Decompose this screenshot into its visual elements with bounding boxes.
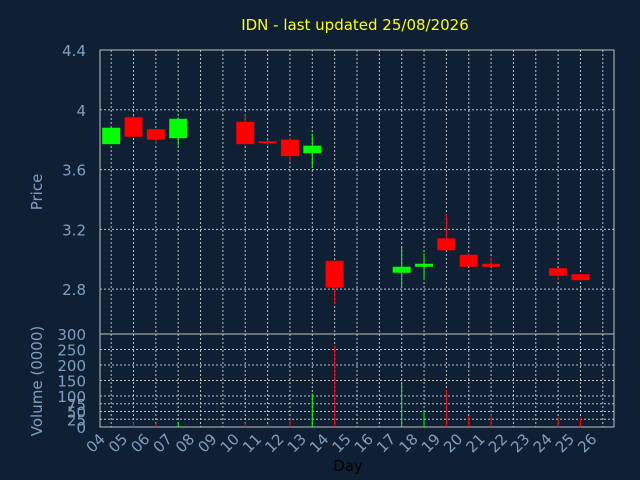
candle-body (124, 117, 143, 137)
price-y-tick-label: 4 (76, 102, 86, 120)
candle-body (415, 263, 434, 267)
price-y-ticks: 2.8 3.2 3.6 4 4.4 (62, 42, 86, 299)
volume-y-tick-label: 150 (57, 373, 86, 391)
volume-y-tick-label: 100 (57, 388, 86, 406)
candle-body (303, 145, 322, 154)
price-y-tick-label: 3.2 (62, 221, 86, 239)
chart-title: IDN - last updated 25/08/2026 (241, 16, 469, 34)
price-panel: 2.8 3.2 3.6 4 4.4 Price (28, 42, 615, 335)
price-y-tick-label: 3.6 (62, 162, 86, 180)
candle-body (437, 238, 456, 251)
candle-body (280, 139, 299, 157)
candle-body (549, 268, 568, 276)
volume-y-tick-label: 75 (67, 396, 86, 414)
volume-y-tick-label: 25 (67, 411, 86, 429)
candle-body (392, 266, 411, 273)
volume-y-tick-label: 250 (57, 342, 86, 360)
volume-axis-label: Volume (0000) (28, 326, 46, 436)
candles (102, 114, 590, 305)
x-axis-ticks: 0405060708091011121314151617181920212223… (83, 430, 601, 456)
volume-plot-frame (99, 333, 615, 428)
candle-body (571, 274, 590, 281)
candle-body (459, 254, 478, 267)
candle-body (169, 118, 188, 139)
price-axis-label: Price (28, 174, 46, 211)
candle-body (146, 129, 165, 140)
price-y-tick-label: 2.8 (62, 281, 86, 299)
candle-body (102, 127, 121, 145)
volume-y-tick-label: 200 (57, 357, 86, 375)
candle-body (258, 141, 277, 144)
candle-body (482, 263, 501, 267)
price-grid (100, 49, 614, 334)
x-axis-label: Day (333, 457, 363, 475)
volume-y-tick-label: 0 (76, 419, 86, 437)
price-y-tick-label: 4.4 (62, 42, 86, 60)
candle-body (325, 260, 344, 288)
volume-bars (133, 345, 581, 427)
candle-body (236, 121, 255, 145)
volume-y-tick-label: 300 (57, 326, 86, 344)
volume-y-tick-label: 50 (67, 404, 86, 422)
